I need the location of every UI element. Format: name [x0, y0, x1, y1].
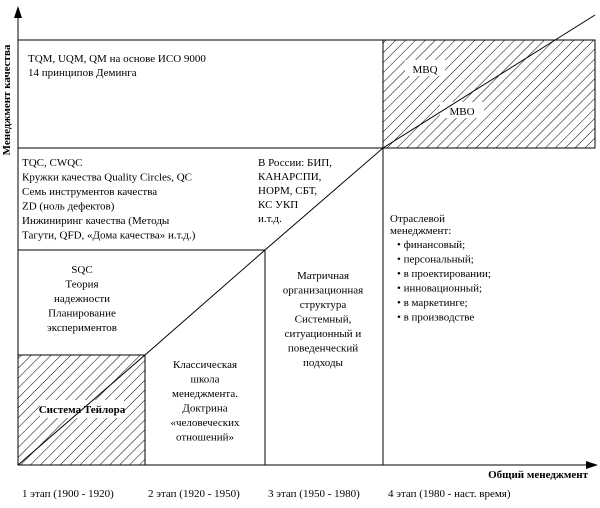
mbo-label-bg — [440, 102, 484, 118]
classic-text: Классическая — [173, 359, 237, 371]
stage-label: 2 этап (1920 - 1950) — [148, 488, 240, 500]
sqc-text: экспериментов — [47, 322, 117, 334]
branch-item: • в маркетинге; — [397, 297, 468, 309]
x-axis-label: Общий менеджмент — [488, 469, 588, 481]
branch-item: • персональный; — [397, 254, 474, 266]
matrix-text: организационная — [283, 285, 363, 297]
stage-label: 1 этап (1900 - 1920) — [22, 488, 114, 500]
russia-text: КАНАРСПИ, — [258, 171, 322, 183]
classic-text: отношений» — [176, 432, 234, 444]
russia-text: В России: БИП, — [258, 157, 332, 169]
mbq-label-bg — [405, 60, 445, 76]
matrix-text: ситуационный и — [285, 328, 362, 340]
russia-text: КС УКП — [258, 199, 298, 211]
branch-title: Отраслевой — [390, 213, 445, 225]
sqc-text: Теория — [65, 279, 98, 291]
mbq-box — [382, 39, 596, 149]
stage-label: 4 этап (1980 - наст. время) — [388, 488, 511, 500]
classic-text: «человеческих — [171, 417, 240, 429]
tqc-text: Кружки качества Quality Circles, QC — [22, 172, 192, 184]
grid — [18, 39, 596, 465]
stage-label: 3 этап (1950 - 1980) — [268, 488, 360, 500]
branch-item: • инновационный; — [397, 283, 482, 295]
tqc-text: TQC, CWQC — [22, 157, 83, 169]
mbq-label: MBQ — [412, 64, 437, 76]
russia-text: НОРМ, СБТ, — [258, 185, 317, 197]
tqm-text: 14 принципов Деминга — [28, 67, 137, 79]
branch-item: • в производстве — [397, 312, 474, 324]
matrix-text: поведенческий — [288, 343, 358, 355]
matrix-text: структура — [300, 299, 347, 311]
sqc-text: надежности — [54, 293, 110, 305]
y-axis-label: Менеджмент качества — [1, 44, 13, 155]
tqc-text: ZD (ноль дефектов) — [22, 201, 115, 213]
tqc-text: Тагути, QFD, «Дома качества» и.т.д.) — [22, 230, 196, 242]
branch-item: • финансовый; — [397, 239, 465, 251]
russia-text: и.т.д. — [258, 213, 282, 225]
classic-text: школа — [191, 374, 220, 386]
matrix-text: подходы — [303, 357, 344, 369]
classic-text: менеджмента. — [172, 388, 238, 400]
sqc-text: SQC — [71, 264, 92, 276]
branch-item: • в проектировании; — [397, 268, 491, 280]
tqc-text: Инжиниринг качества (Методы — [22, 215, 170, 227]
tqc-text: Семь инструментов качества — [22, 186, 157, 198]
tqm-text: TQM, UQM, QM на основе ИСО 9000 — [28, 53, 206, 65]
branch-title: менеджмент: — [390, 225, 451, 237]
matrix-text: Матричная — [297, 270, 349, 282]
axes — [14, 6, 598, 469]
matrix-text: Системный, — [295, 314, 352, 326]
sqc-text: Планирование — [48, 308, 116, 320]
mbo-label: MBO — [449, 106, 474, 118]
classic-text: Доктрина — [182, 403, 227, 415]
taylor-label: Система Тейлора — [39, 404, 126, 416]
